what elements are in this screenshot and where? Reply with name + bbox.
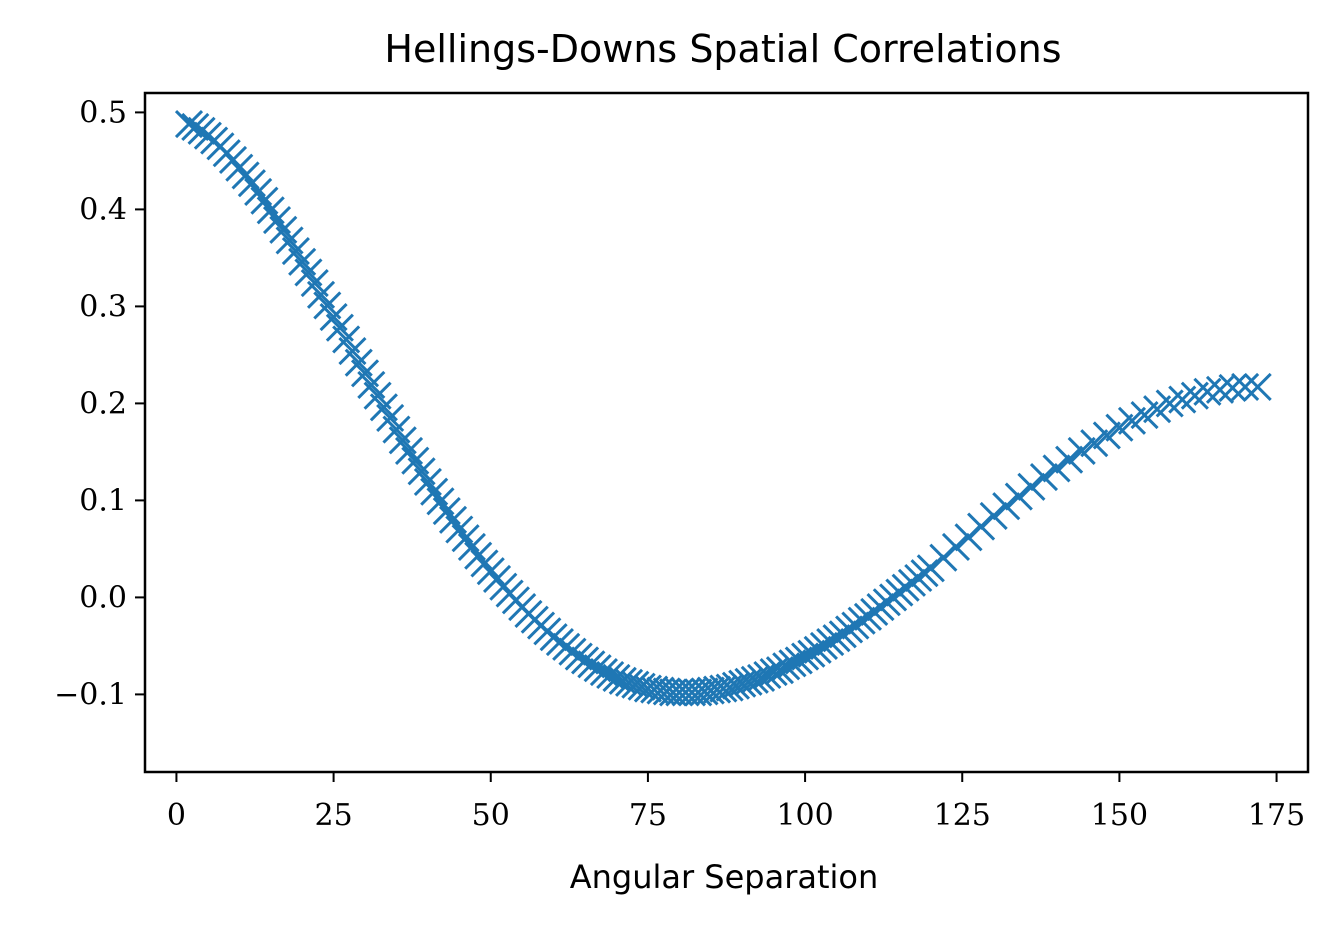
y-tick-label: 0.5 — [79, 95, 127, 130]
x-tick-label: 150 — [1091, 798, 1148, 833]
data-point — [451, 524, 480, 553]
y-tick-label: 0.4 — [79, 192, 127, 227]
data-point — [237, 169, 266, 198]
data-point — [835, 615, 864, 644]
data-point — [847, 606, 876, 635]
x-tick-label: 100 — [776, 798, 833, 833]
x-tick-label: 75 — [629, 798, 667, 833]
data-point — [979, 501, 1008, 530]
data-point — [1029, 463, 1059, 492]
data-point — [822, 624, 851, 653]
data-point — [244, 177, 273, 207]
data-point — [256, 196, 285, 225]
data-point — [1017, 472, 1046, 501]
data-point — [426, 487, 455, 516]
data-point — [1205, 375, 1235, 404]
data-point — [250, 186, 279, 215]
data-point — [577, 650, 606, 679]
data-point — [181, 112, 210, 142]
data-point — [457, 532, 486, 562]
data-point — [809, 631, 839, 660]
data-point — [703, 675, 732, 704]
x-axis: 0 25 50 75 100 125 150 175 — [167, 772, 1305, 833]
data-point — [816, 627, 845, 657]
y-tick-label: −0.1 — [54, 677, 127, 712]
data-point — [797, 639, 826, 668]
x-tick-label: 25 — [315, 798, 353, 833]
data-point — [1231, 372, 1260, 401]
data-point — [1218, 373, 1247, 402]
x-tick-label: 50 — [472, 798, 510, 833]
data-point — [1080, 429, 1109, 458]
data-point — [1243, 372, 1272, 401]
data-point — [445, 515, 474, 544]
data-point — [1004, 482, 1033, 511]
data-point — [438, 505, 468, 534]
data-point — [803, 635, 832, 664]
data-point — [1067, 436, 1096, 465]
data-point — [564, 642, 593, 671]
data-point — [1092, 421, 1121, 450]
data-point — [570, 646, 600, 675]
data-points — [174, 109, 1272, 707]
x-tick-label: 175 — [1248, 798, 1305, 833]
y-tick-label: 0.1 — [79, 483, 127, 518]
x-tick-label: 0 — [167, 798, 186, 833]
x-axis-label: Angular Separation — [570, 858, 879, 896]
y-tick-label: 0.0 — [79, 580, 127, 615]
data-point — [1042, 454, 1071, 483]
plot-frame — [143, 91, 1310, 774]
y-tick-label: 0.3 — [79, 289, 127, 324]
chart-title: Hellings-Downs Spatial Correlations — [384, 27, 1061, 71]
data-point — [432, 497, 461, 526]
data-point — [1055, 445, 1084, 474]
y-axis: −0.1 0.0 0.1 0.2 0.3 0.4 0.5 — [54, 95, 145, 712]
x-tick-label: 125 — [934, 798, 991, 833]
y-tick-label: 0.2 — [79, 386, 127, 421]
data-point — [1193, 377, 1222, 406]
data-point — [941, 532, 971, 562]
data-point — [992, 492, 1021, 521]
